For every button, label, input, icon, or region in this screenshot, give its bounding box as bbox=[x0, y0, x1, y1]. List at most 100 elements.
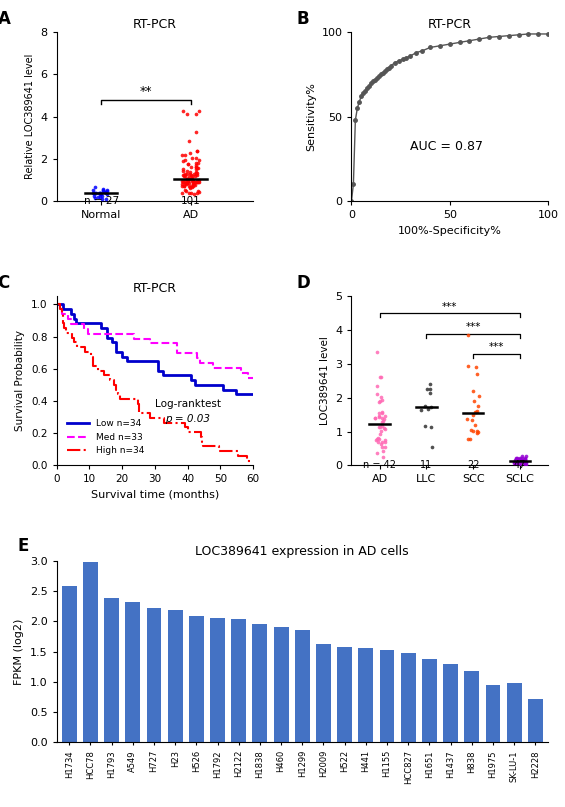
Point bbox=[374, 432, 383, 445]
Point bbox=[192, 167, 201, 180]
Point bbox=[182, 168, 192, 181]
Point bbox=[420, 420, 429, 433]
Point bbox=[177, 174, 186, 187]
Point bbox=[188, 180, 197, 193]
Point bbox=[511, 457, 520, 470]
Bar bbox=[231, 620, 246, 742]
Bar bbox=[507, 683, 521, 742]
Point bbox=[513, 451, 522, 464]
Point bbox=[517, 452, 526, 465]
Point bbox=[428, 441, 437, 454]
Point bbox=[372, 446, 381, 459]
Point bbox=[187, 181, 196, 194]
Point bbox=[185, 147, 194, 160]
Point bbox=[521, 453, 530, 466]
Point bbox=[188, 174, 197, 187]
Point bbox=[179, 180, 188, 193]
Bar bbox=[253, 625, 267, 742]
Bar bbox=[337, 647, 352, 742]
Point bbox=[470, 395, 479, 408]
Point bbox=[378, 414, 387, 427]
Point bbox=[96, 190, 105, 203]
Point bbox=[520, 454, 529, 466]
Point bbox=[468, 413, 477, 426]
Point bbox=[376, 370, 385, 383]
Point bbox=[371, 411, 380, 424]
Point bbox=[194, 105, 203, 118]
Bar bbox=[358, 649, 373, 742]
Point bbox=[185, 168, 194, 181]
Point bbox=[102, 188, 111, 201]
Point bbox=[521, 455, 530, 468]
Title: RT-PCR: RT-PCR bbox=[133, 18, 177, 31]
Point bbox=[91, 181, 100, 194]
Y-axis label: Survival Probability: Survival Probability bbox=[15, 330, 25, 432]
Point bbox=[425, 383, 434, 395]
Point bbox=[182, 173, 191, 186]
Text: ***: *** bbox=[489, 342, 504, 353]
Point bbox=[373, 345, 382, 358]
Point bbox=[193, 157, 202, 169]
Point bbox=[510, 457, 519, 470]
Point bbox=[512, 458, 521, 470]
Point bbox=[515, 454, 524, 467]
Point bbox=[189, 178, 198, 190]
Point bbox=[89, 186, 98, 199]
Point bbox=[515, 452, 524, 465]
Point bbox=[98, 182, 107, 195]
Point bbox=[377, 440, 386, 453]
Point bbox=[518, 455, 527, 468]
Point bbox=[186, 161, 195, 174]
Point bbox=[511, 453, 520, 466]
Point bbox=[181, 183, 190, 196]
Point bbox=[191, 157, 200, 169]
Point bbox=[377, 405, 386, 418]
Bar bbox=[316, 644, 331, 742]
Point bbox=[184, 172, 193, 185]
Legend: Low n=34, Med n=33, High n=34: Low n=34, Med n=33, High n=34 bbox=[63, 416, 149, 459]
Point bbox=[184, 172, 193, 185]
Point bbox=[378, 394, 387, 407]
Point bbox=[195, 174, 204, 186]
Point bbox=[92, 186, 101, 199]
Point bbox=[182, 177, 191, 190]
Point bbox=[185, 177, 194, 190]
Text: p = 0.03: p = 0.03 bbox=[164, 414, 210, 424]
Point bbox=[377, 370, 386, 383]
Point bbox=[192, 126, 201, 139]
Point bbox=[181, 176, 190, 189]
Y-axis label: LOC389641 level: LOC389641 level bbox=[320, 337, 330, 425]
Point bbox=[372, 433, 381, 445]
Text: AUC = 0.87: AUC = 0.87 bbox=[410, 140, 484, 153]
Point bbox=[377, 424, 386, 437]
Point bbox=[97, 187, 106, 200]
Point bbox=[521, 449, 531, 462]
Point bbox=[374, 420, 383, 433]
Point bbox=[512, 456, 521, 469]
Point bbox=[425, 378, 434, 391]
Bar bbox=[464, 671, 479, 742]
Point bbox=[179, 163, 188, 176]
Point bbox=[192, 161, 201, 174]
Point bbox=[190, 169, 199, 182]
Point bbox=[194, 175, 203, 188]
Point bbox=[512, 457, 521, 470]
Point bbox=[193, 167, 202, 180]
Point bbox=[94, 186, 103, 199]
Point bbox=[180, 167, 189, 180]
Point bbox=[179, 175, 188, 188]
Bar bbox=[443, 663, 458, 742]
Text: **: ** bbox=[140, 86, 152, 98]
Text: ***: *** bbox=[466, 322, 481, 332]
Point bbox=[375, 406, 384, 419]
Bar bbox=[146, 608, 162, 742]
Point bbox=[375, 421, 384, 434]
Point bbox=[423, 403, 432, 416]
X-axis label: Survival time (months): Survival time (months) bbox=[91, 490, 219, 500]
Point bbox=[102, 184, 111, 197]
Point bbox=[178, 155, 187, 168]
Point bbox=[184, 173, 193, 186]
Point bbox=[182, 107, 191, 120]
Point bbox=[180, 177, 189, 190]
Bar bbox=[62, 586, 77, 742]
